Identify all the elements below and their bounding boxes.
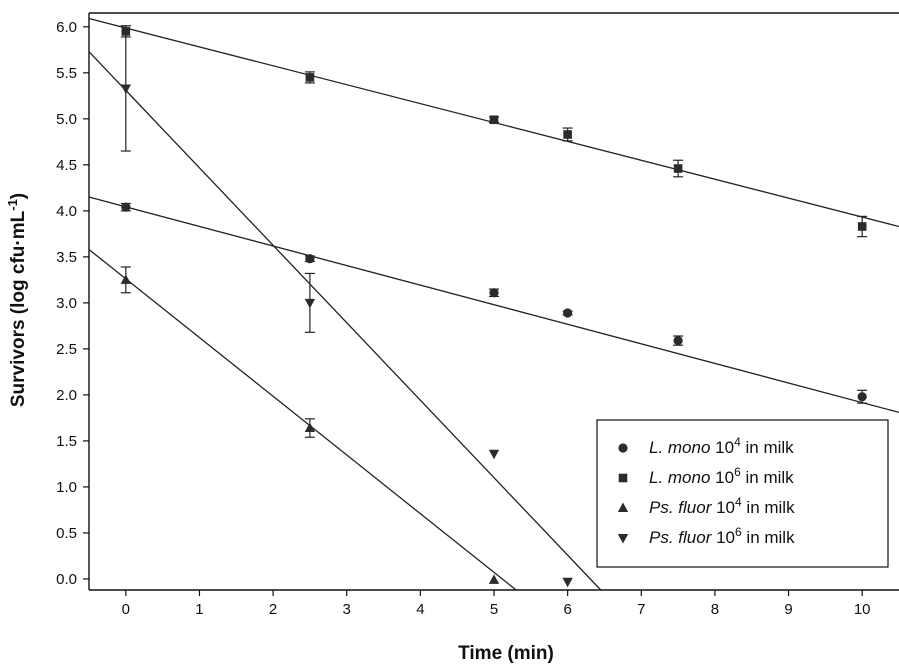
y-tick-label: 5.0: [56, 111, 77, 128]
data-point-psfluor6: [488, 449, 500, 460]
legend-label-species: Ps. fluor: [649, 498, 713, 517]
legend-marker-lmono4: [618, 443, 628, 453]
y-axis-title-superscript: -1: [5, 199, 20, 211]
x-tick-label: 7: [637, 601, 645, 618]
x-tick-label: 6: [563, 601, 571, 618]
fit-line-lmono4: [88, 196, 899, 414]
y-tick-label: 1.5: [56, 433, 77, 450]
data-point-psfluor6: [562, 577, 573, 588]
y-tick-label: 3.0: [56, 295, 77, 312]
legend-marker-psfluor4: [617, 502, 629, 512]
legend-label-exponent: 6: [734, 465, 741, 479]
legend-label-base: 10: [711, 528, 735, 547]
x-tick-label: 8: [711, 601, 719, 618]
legend-label-tail: in milk: [742, 528, 795, 547]
y-axis-title: Survivors (log cfu·mL-1): [5, 193, 29, 407]
data-point-lmono6: [673, 164, 683, 173]
legend-label-tail: in milk: [741, 468, 794, 487]
data-point-lmono6: [563, 130, 572, 139]
x-tick-label: 2: [269, 601, 277, 618]
legend-label-species: L. mono: [649, 438, 710, 457]
legend-label-tail: in milk: [742, 498, 795, 517]
x-tick-label: 3: [343, 601, 351, 618]
y-tick-label: 5.5: [56, 65, 77, 82]
data-point-lmono6: [305, 73, 315, 82]
legend-label-species: Ps. fluor: [649, 528, 713, 547]
data-point-lmono6: [121, 27, 131, 36]
x-tick-label: 0: [122, 601, 130, 618]
data-point-psfluor6: [304, 298, 316, 309]
data-point-lmono4: [305, 254, 315, 264]
x-tick-label: 5: [490, 601, 498, 618]
data-point-lmono4: [121, 202, 131, 212]
y-tick-label: 1.0: [56, 479, 77, 496]
legend-label-psfluor6: Ps. fluor 106 in milk: [649, 525, 795, 547]
legend-label-species: L. mono: [649, 468, 710, 487]
x-axis-title: Time (min): [458, 643, 554, 664]
legend-label-lmono4: L. mono 104 in milk: [649, 435, 794, 457]
y-axis-title-main: Survivors (log cfu·mL: [8, 210, 29, 407]
x-tick-label: 4: [416, 601, 424, 618]
legend-label-base: 10: [710, 468, 734, 487]
data-point-psfluor6: [120, 84, 132, 94]
data-point-lmono4: [857, 392, 867, 402]
legend-label-base: 10: [711, 498, 735, 517]
y-tick-label: 0.0: [56, 571, 77, 588]
legend-label-tail: in milk: [741, 438, 794, 457]
legend-label-lmono6: L. mono 106 in milk: [649, 465, 794, 487]
legend-label-exponent: 6: [735, 525, 742, 539]
x-tick-label: 10: [854, 601, 871, 618]
data-point-psfluor4: [120, 274, 132, 284]
legend-marker-psfluor6: [617, 534, 629, 544]
fit-line-psfluor6: [88, 51, 602, 591]
y-tick-label: 4.0: [56, 203, 77, 220]
y-tick-label: 2.5: [56, 341, 77, 358]
fit-line-psfluor4: [88, 248, 517, 591]
data-point-psfluor4: [488, 574, 500, 584]
data-point-lmono6: [857, 222, 867, 231]
data-point-lmono4: [563, 308, 573, 318]
legend-label-exponent: 4: [734, 435, 741, 449]
y-tick-label: 6.0: [56, 19, 77, 36]
y-axis-title-close: ): [8, 193, 29, 199]
data-point-psfluor4: [304, 422, 316, 433]
legend-label-exponent: 4: [735, 495, 742, 509]
data-point-lmono6: [489, 115, 499, 125]
data-point-lmono4: [673, 336, 683, 346]
x-tick-label: 9: [784, 601, 792, 618]
legend-label-base: 10: [710, 438, 734, 457]
y-tick-label: 2.0: [56, 387, 77, 404]
legend-box: [596, 419, 889, 568]
legend-label-psfluor4: Ps. fluor 104 in milk: [649, 495, 795, 517]
y-tick-label: 3.5: [56, 249, 77, 266]
y-tick-label: 0.5: [56, 525, 77, 542]
x-tick-label: 1: [195, 601, 203, 618]
data-point-lmono4: [489, 288, 499, 298]
legend-marker-lmono6: [618, 473, 628, 483]
y-tick-label: 4.5: [56, 157, 77, 174]
